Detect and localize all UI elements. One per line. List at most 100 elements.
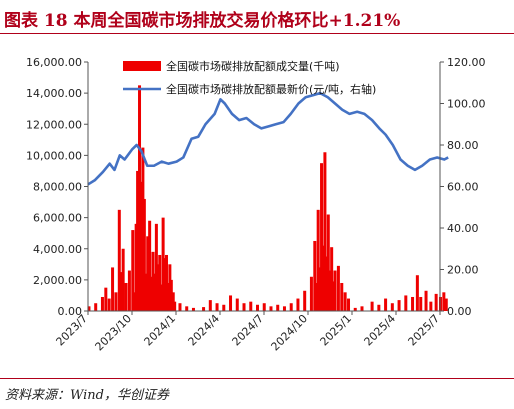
volume-bar — [328, 270, 332, 311]
volume-bar — [117, 209, 121, 311]
volume-bar — [343, 292, 347, 311]
volume-bar — [111, 267, 115, 311]
volume-bar — [360, 306, 364, 311]
volume-bar — [222, 304, 226, 311]
volume-bar — [169, 279, 173, 312]
volume-bar — [185, 306, 189, 311]
volume-bar — [340, 282, 344, 311]
right-tick-label: 100.00 — [447, 98, 486, 111]
chart-title: 图表 18 本周全国碳市场排放交易价格环比+1.21% — [4, 11, 401, 31]
volume-bar — [121, 248, 125, 311]
volume-bar — [316, 209, 320, 311]
volume-bar — [336, 265, 340, 311]
volume-bar — [324, 256, 328, 311]
right-tick-label: 60.00 — [447, 181, 479, 194]
volume-bar — [158, 254, 162, 311]
volume-bar — [377, 304, 381, 311]
left-tick-label: 12,000.00 — [26, 118, 82, 131]
volume-bar — [202, 307, 206, 311]
volume-bar — [242, 303, 246, 311]
volume-bar — [419, 296, 423, 311]
x-tick-label: 2024/7 — [230, 312, 267, 349]
title-row: 图表 18 本周全国碳市场排放交易价格环比+1.21% — [0, 0, 514, 34]
x-tick-label: 2025/7 — [406, 312, 443, 349]
volume-bar — [148, 220, 152, 311]
volume-bar — [142, 198, 146, 311]
volume-bar — [87, 306, 91, 311]
legend-label-volume: 全国碳市场碳排放配额成交量(千吨) — [166, 59, 340, 73]
right-tick-label: 0.00 — [447, 305, 472, 318]
volume-bar — [326, 214, 330, 311]
volume-bar — [353, 307, 357, 311]
volume-bar — [100, 296, 104, 311]
right-tick-label: 120.00 — [447, 56, 486, 69]
volume-bar — [330, 247, 334, 311]
volume-bar — [282, 306, 286, 311]
left-tick-label: 4,000.00 — [33, 243, 82, 256]
volume-bar — [163, 258, 167, 311]
volume-bar — [323, 152, 327, 311]
volume-bar — [139, 181, 143, 311]
volume-bar — [331, 281, 335, 311]
volume-bar — [434, 293, 438, 311]
volume-bar — [119, 272, 123, 311]
volume-bar — [173, 301, 177, 311]
volume-bar — [256, 304, 259, 311]
legend-swatch-volume — [123, 61, 161, 71]
volume-bar — [320, 163, 324, 311]
volume-bar — [289, 303, 293, 311]
volume-bar — [152, 273, 156, 311]
right-tick-label: 40.00 — [447, 222, 479, 235]
volume-bar — [424, 290, 428, 311]
volume-bar — [390, 303, 394, 311]
volume-bar — [262, 303, 266, 311]
volume-bar — [136, 170, 140, 311]
volume-bar — [114, 292, 118, 311]
volume-bar — [411, 296, 415, 311]
x-tick-label: 2025/1 — [318, 312, 355, 349]
volume-bar — [154, 223, 158, 311]
left-tick-label: 8,000.00 — [33, 181, 82, 194]
volume-bar — [276, 304, 280, 311]
left-tick-label: 16,000.00 — [26, 56, 82, 69]
volume-bar — [124, 282, 128, 311]
volume-bar — [415, 275, 419, 311]
volume-bar — [269, 306, 273, 311]
volume-bar — [146, 236, 150, 311]
volume-bar — [404, 295, 408, 311]
volume-bar — [321, 245, 325, 311]
x-tick-label: 2023/10 — [93, 312, 135, 354]
volume-bar — [370, 301, 374, 311]
x-tick-label: 2024/4 — [186, 312, 223, 349]
volume-bar — [384, 298, 388, 311]
x-tick-label: 2024/10 — [269, 312, 311, 354]
volume-bar — [442, 292, 446, 311]
left-tick-label: 10,000.00 — [26, 149, 82, 162]
volume-bar — [149, 276, 153, 311]
volume-bar — [235, 298, 239, 311]
volume-bar — [229, 295, 233, 311]
legend: 全国碳市场碳排放配额成交量(千吨) 全国碳市场碳排放配额最新价(元/吨，右轴) — [123, 59, 376, 96]
volume-bar — [191, 307, 195, 311]
left-tick-label: 0.00 — [58, 305, 83, 318]
title-rule — [0, 33, 514, 34]
volume-bar — [159, 284, 163, 311]
volume-bar — [107, 298, 111, 311]
volume-bar — [208, 300, 212, 311]
volume-bar — [164, 254, 168, 311]
left-tick-label: 6,000.00 — [33, 212, 82, 225]
source-rule — [0, 378, 514, 379]
volume-bar — [296, 298, 300, 311]
volume-bar — [333, 270, 337, 311]
volume-bar — [309, 276, 313, 311]
volume-bar — [94, 303, 98, 311]
volume-bar — [249, 301, 253, 311]
chart: 0.00 2,000.00 4,000.00 6,000.00 8,000.00 10,0… — [26, 56, 486, 354]
source-note: 资料来源：Wind，华创证券 — [5, 388, 169, 403]
left-tick-label: 14,000.00 — [26, 87, 82, 100]
right-tick-label: 20.00 — [447, 264, 479, 277]
price-line — [87, 91, 449, 186]
volume-bar — [429, 301, 433, 311]
volume-bar — [444, 298, 448, 311]
volume-bar — [178, 303, 182, 311]
